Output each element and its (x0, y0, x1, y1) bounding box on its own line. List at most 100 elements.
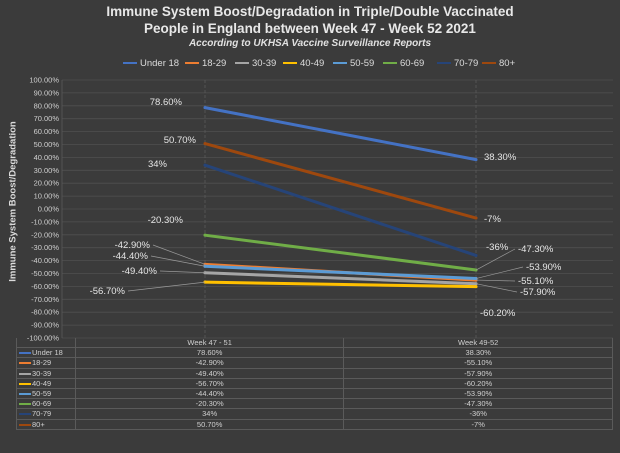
data-label: -7% (484, 214, 501, 225)
legend-label: 30-39 (252, 58, 277, 69)
y-tick-label: -30.00% (31, 243, 59, 252)
y-tick-label: -10.00% (31, 217, 59, 226)
y-tick-label: 60.00% (34, 127, 60, 136)
leader-line (159, 270, 206, 274)
data-point (203, 106, 207, 110)
data-label: -49.40% (122, 266, 158, 277)
x-category-label: Week 47 - 51 (74, 338, 345, 349)
table-swatch (19, 352, 31, 355)
table-series-label: 40-49 (32, 378, 52, 388)
data-point (203, 233, 207, 237)
gridlines (61, 79, 613, 339)
table-series-name: 50-59 (16, 387, 76, 400)
x-category-label: Week 49-52 (343, 338, 613, 349)
table-series-name: Under 18 (16, 347, 76, 359)
table-cell: -36% (343, 408, 613, 420)
leader-line (475, 283, 518, 293)
data-label-leaders (127, 244, 524, 293)
y-tick-label: 0.00% (38, 205, 60, 214)
table-cell: 50.70% (74, 418, 345, 430)
y-tick-label: 70.00% (34, 114, 60, 123)
table-series-label: 30-39 (32, 368, 52, 378)
leader-line (150, 255, 206, 267)
legend-swatch (123, 62, 137, 65)
y-tick-label: -60.00% (31, 282, 59, 291)
table-cell: -49.40% (74, 367, 345, 379)
legend-swatch (383, 62, 397, 65)
data-label: -55.10% (518, 276, 554, 287)
data-label: -60.20% (480, 308, 516, 319)
table-row: 18-29 -42.90% -55.10% (16, 357, 613, 369)
table-row: 30-39 -49.40% -57.90% (16, 367, 613, 379)
data-label: -44.40% (113, 251, 149, 262)
legend-label: 18-29 (202, 58, 227, 69)
table-series-name: 30-39 (16, 367, 76, 379)
y-tick-label: 90.00% (34, 88, 60, 97)
legend-label: 60-69 (400, 58, 425, 69)
table-cell: -53.90% (343, 387, 613, 400)
legend-swatch (437, 62, 451, 65)
y-tick-label: 50.00% (34, 140, 60, 149)
table-swatch (19, 423, 31, 426)
legend-item: 40-49 (283, 58, 324, 69)
series-line (203, 163, 478, 257)
data-table-corner (16, 338, 76, 349)
series-line (203, 264, 478, 281)
legend-item: 30-39 (235, 58, 276, 69)
series-line (203, 280, 478, 289)
y-tick-label: -90.00% (31, 321, 59, 330)
series-line (203, 233, 478, 272)
chart-title-line-1: Immune System Boost/Degradation in Tripl… (106, 4, 514, 19)
data-label: 78.60% (150, 97, 183, 108)
table-cell: -55.10% (343, 357, 613, 369)
legend-label: 40-49 (300, 58, 325, 69)
legend-item: 18-29 (185, 58, 226, 69)
table-series-label: 60-69 (32, 399, 52, 409)
data-point (203, 163, 207, 167)
table-cell: 78.60% (74, 347, 345, 359)
data-label: -20.30% (148, 215, 184, 226)
table-series-label: 18-29 (32, 358, 52, 368)
table-cell: -7% (343, 418, 613, 430)
data-labels: 78.60% 38.30% -42.90% -55.10% -49.40% -57.90%… (90, 97, 562, 319)
table-row: 70-79 34% -36% (16, 408, 613, 420)
table-cell: 38.30% (343, 347, 613, 359)
legend-swatch (185, 62, 199, 65)
y-tick-label: 20.00% (34, 179, 60, 188)
data-point (474, 216, 478, 220)
data-point (203, 142, 207, 146)
table-row: 60-69 -20.30% -47.30% (16, 398, 613, 410)
data-point (474, 253, 478, 257)
y-tick-label: 10.00% (34, 192, 60, 201)
table-cell: -56.70% (74, 377, 345, 389)
y-tick-label: -80.00% (31, 308, 59, 317)
series-lines (203, 106, 478, 289)
table-cell: 34% (74, 408, 345, 420)
legend-swatch (235, 62, 249, 65)
table-row: 40-49 -56.70% -60.20% (16, 377, 613, 389)
table-series-name: 18-29 (16, 357, 76, 369)
table-cell: -47.30% (343, 398, 613, 410)
legend-label: 70-79 (454, 58, 479, 69)
table-series-label: 80+ (32, 419, 45, 429)
y-tick-label: -70.00% (31, 295, 59, 304)
chart-title: Immune System Boost/Degradation in Tripl… (0, 3, 620, 37)
table-series-name: 40-49 (16, 377, 76, 389)
leader-line (475, 248, 516, 271)
table-cell: -44.40% (74, 387, 345, 400)
series-line (203, 142, 478, 220)
y-axis-title: Immune System Boost/Degradation (7, 121, 19, 282)
legend-swatch (283, 62, 297, 65)
data-label: -53.90% (526, 262, 562, 273)
legend-label: 80+ (499, 58, 516, 69)
legend-item: Under 18 (123, 58, 179, 69)
data-point (474, 285, 478, 289)
table-cell: -60.20% (343, 377, 613, 389)
data-label: -42.90% (115, 240, 151, 251)
data-table: Week 47 - 51 Week 49-52 Under 18 78.60% 38… (16, 338, 613, 430)
y-tick-labels: 100.00% 90.00% 80.00% 70.00% 60.00% 50.00% 40.… (27, 76, 59, 343)
y-tick-label: -20.00% (31, 230, 59, 239)
series-line (203, 271, 478, 286)
data-point (474, 158, 478, 162)
series-line (203, 106, 478, 162)
